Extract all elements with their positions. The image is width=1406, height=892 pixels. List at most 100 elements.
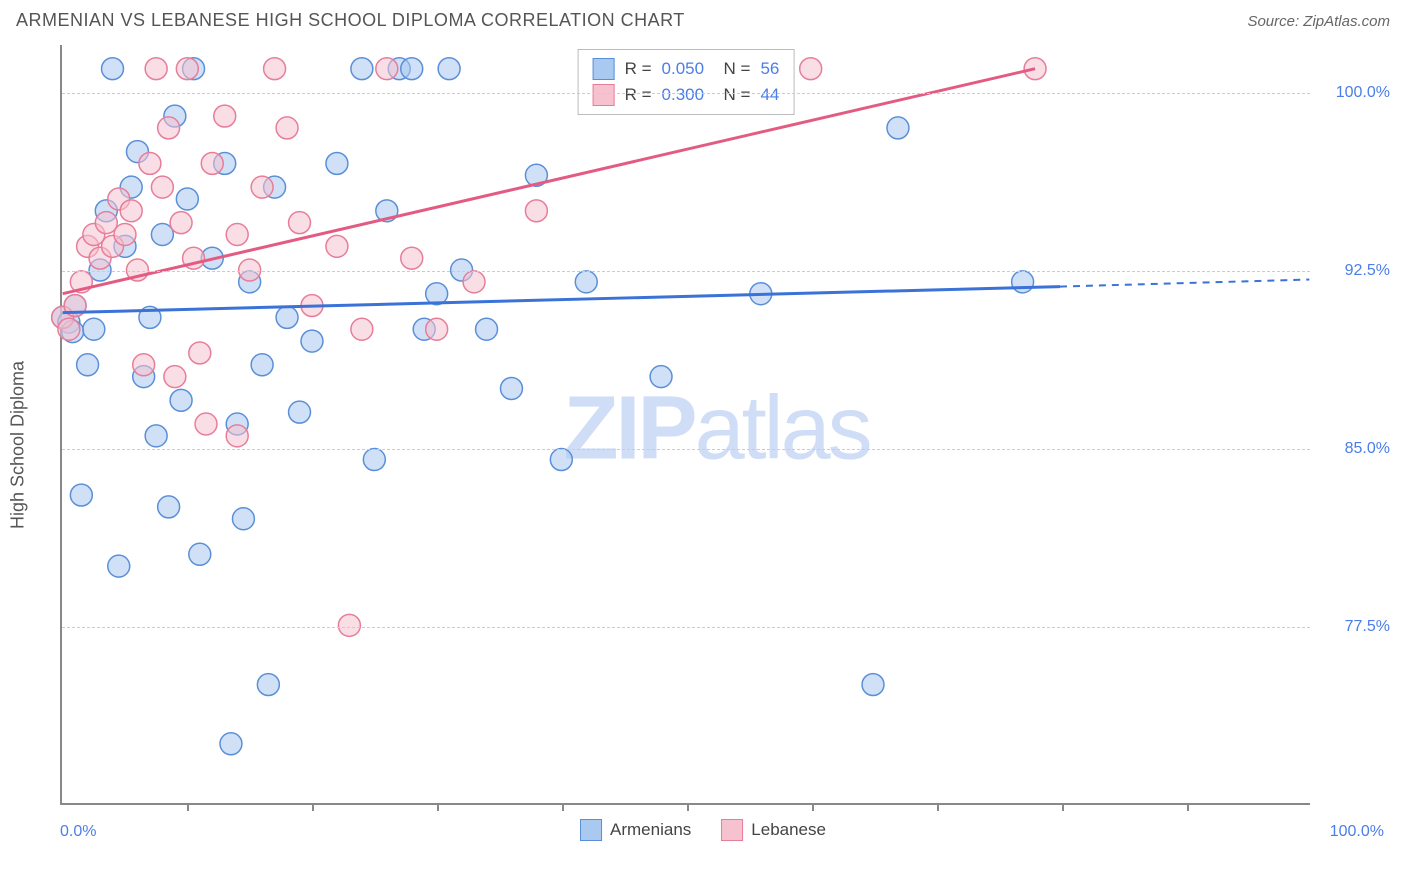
- data-point: [426, 318, 448, 340]
- data-point: [176, 58, 198, 80]
- legend-n-value-lebanese: 44: [760, 85, 779, 105]
- data-point: [70, 484, 92, 506]
- legend-n-value-armenians: 56: [760, 59, 779, 79]
- x-axis-label-min: 0.0%: [60, 823, 96, 841]
- y-tick-label: 77.5%: [1320, 618, 1390, 636]
- data-point: [862, 674, 884, 696]
- plot-container: High School Diploma ZIPatlas R = 0.050 N…: [10, 35, 1396, 855]
- series-legend-item-lebanese: Lebanese: [721, 819, 826, 841]
- data-point: [800, 58, 822, 80]
- data-point: [151, 176, 173, 198]
- data-point: [83, 318, 105, 340]
- chart-source: Source: ZipAtlas.com: [1247, 13, 1390, 30]
- trend-line-extension: [1060, 280, 1309, 287]
- data-point: [195, 413, 217, 435]
- legend-r-label: R =: [625, 85, 652, 105]
- data-point: [264, 58, 286, 80]
- chart-title: ARMENIAN VS LEBANESE HIGH SCHOOL DIPLOMA…: [16, 10, 685, 31]
- data-point: [164, 366, 186, 388]
- data-point: [151, 224, 173, 246]
- data-point: [650, 366, 672, 388]
- data-point: [226, 224, 248, 246]
- data-point: [351, 318, 373, 340]
- data-point: [363, 449, 385, 471]
- stats-legend: R = 0.050 N = 56 R = 0.300 N = 44: [578, 49, 795, 115]
- trend-line: [63, 69, 1035, 294]
- data-point: [1024, 58, 1046, 80]
- data-point: [170, 212, 192, 234]
- data-point: [108, 555, 130, 577]
- data-point: [133, 354, 155, 376]
- legend-swatch-lebanese: [721, 819, 743, 841]
- stats-legend-row-armenians: R = 0.050 N = 56: [593, 56, 780, 82]
- legend-swatch-armenians: [580, 819, 602, 841]
- data-point: [301, 330, 323, 352]
- data-point: [326, 152, 348, 174]
- data-point: [170, 389, 192, 411]
- data-point: [476, 318, 498, 340]
- data-point: [58, 318, 80, 340]
- data-point: [438, 58, 460, 80]
- data-point: [145, 58, 167, 80]
- chart-svg-layer: [62, 45, 1310, 803]
- data-point: [95, 212, 117, 234]
- data-point: [289, 401, 311, 423]
- data-point: [276, 306, 298, 328]
- data-point: [289, 212, 311, 234]
- data-point: [114, 224, 136, 246]
- y-tick-label: 85.0%: [1320, 440, 1390, 458]
- data-point: [338, 614, 360, 636]
- data-point: [575, 271, 597, 293]
- series-legend: Armenians Lebanese: [580, 819, 826, 841]
- data-point: [77, 354, 99, 376]
- data-point: [550, 449, 572, 471]
- legend-n-label: N =: [714, 59, 750, 79]
- data-point: [145, 425, 167, 447]
- chart-container: ARMENIAN VS LEBANESE HIGH SCHOOL DIPLOMA…: [10, 10, 1396, 855]
- data-point: [251, 354, 273, 376]
- chart-header: ARMENIAN VS LEBANESE HIGH SCHOOL DIPLOMA…: [10, 10, 1396, 35]
- data-point: [401, 58, 423, 80]
- data-point: [189, 543, 211, 565]
- plot-area: ZIPatlas R = 0.050 N = 56 R = 0.300 N =: [60, 45, 1310, 805]
- data-point: [189, 342, 211, 364]
- series-legend-item-armenians: Armenians: [580, 819, 691, 841]
- y-tick-label: 100.0%: [1320, 84, 1390, 102]
- data-point: [120, 200, 142, 222]
- series-name-lebanese: Lebanese: [751, 820, 826, 840]
- data-point: [887, 117, 909, 139]
- data-point: [276, 117, 298, 139]
- data-point: [232, 508, 254, 530]
- y-axis-title: High School Diploma: [8, 361, 29, 529]
- legend-n-label: N =: [714, 85, 750, 105]
- y-tick-label: 92.5%: [1320, 262, 1390, 280]
- data-point: [214, 105, 236, 127]
- legend-swatch-armenians: [593, 58, 615, 80]
- data-point: [102, 58, 124, 80]
- data-point: [220, 733, 242, 755]
- legend-r-value-armenians: 0.050: [662, 59, 705, 79]
- data-point: [401, 247, 423, 269]
- trend-line: [63, 287, 1060, 313]
- data-point: [201, 152, 223, 174]
- data-point: [257, 674, 279, 696]
- data-point: [251, 176, 273, 198]
- data-point: [176, 188, 198, 210]
- series-name-armenians: Armenians: [610, 820, 691, 840]
- data-point: [376, 58, 398, 80]
- data-point: [326, 235, 348, 257]
- legend-swatch-lebanese: [593, 84, 615, 106]
- data-point: [226, 425, 248, 447]
- data-point: [500, 377, 522, 399]
- data-point: [158, 496, 180, 518]
- data-point: [463, 271, 485, 293]
- x-axis-label-max: 100.0%: [1330, 823, 1384, 841]
- data-point: [525, 200, 547, 222]
- data-point: [139, 152, 161, 174]
- stats-legend-row-lebanese: R = 0.300 N = 44: [593, 82, 780, 108]
- legend-r-label: R =: [625, 59, 652, 79]
- data-point: [1012, 271, 1034, 293]
- data-point: [351, 58, 373, 80]
- data-point: [158, 117, 180, 139]
- legend-r-value-lebanese: 0.300: [662, 85, 705, 105]
